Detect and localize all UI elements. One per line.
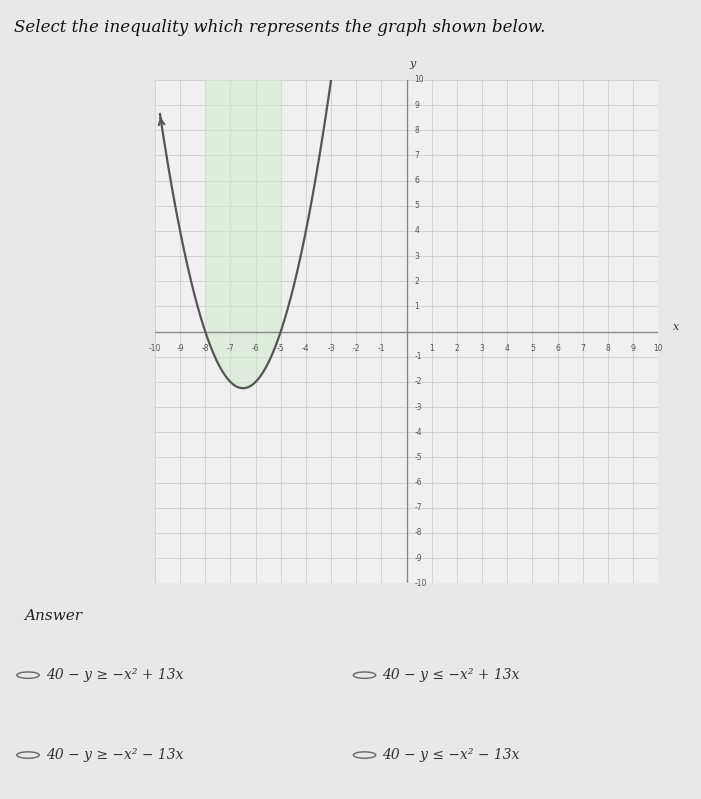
Text: -7: -7: [414, 503, 422, 512]
Text: -3: -3: [327, 344, 335, 353]
Text: 3: 3: [479, 344, 484, 353]
Text: -9: -9: [414, 554, 422, 562]
Text: -7: -7: [226, 344, 234, 353]
Text: -8: -8: [414, 528, 421, 538]
Text: 8: 8: [606, 344, 611, 353]
Text: 40 − y ≤ −x² + 13x: 40 − y ≤ −x² + 13x: [382, 668, 519, 682]
Text: -4: -4: [414, 427, 422, 437]
Text: 6: 6: [555, 344, 560, 353]
Text: 10: 10: [653, 344, 663, 353]
Text: 10: 10: [414, 75, 424, 85]
Text: 40 − y ≥ −x² + 13x: 40 − y ≥ −x² + 13x: [46, 668, 183, 682]
Text: 1: 1: [430, 344, 434, 353]
Text: -1: -1: [414, 352, 421, 361]
Text: 4: 4: [414, 226, 419, 236]
Text: 5: 5: [530, 344, 535, 353]
Text: 9: 9: [414, 101, 419, 109]
Text: y: y: [410, 59, 416, 70]
Text: -1: -1: [378, 344, 385, 353]
Text: 1: 1: [414, 302, 419, 311]
Text: 2: 2: [454, 344, 459, 353]
Text: -2: -2: [414, 377, 421, 387]
Text: x: x: [674, 321, 679, 332]
Text: 40 − y ≥ −x² − 13x: 40 − y ≥ −x² − 13x: [46, 748, 183, 762]
Text: -3: -3: [414, 403, 422, 411]
Text: -6: -6: [414, 478, 422, 487]
Text: -10: -10: [149, 344, 161, 353]
Text: -4: -4: [302, 344, 310, 353]
Text: -9: -9: [176, 344, 184, 353]
Text: 7: 7: [414, 151, 419, 160]
Text: Answer: Answer: [25, 609, 83, 623]
Text: -5: -5: [414, 453, 422, 462]
Text: 6: 6: [414, 176, 419, 185]
Text: Select the inequality which represents the graph shown below.: Select the inequality which represents t…: [14, 19, 545, 36]
Text: -2: -2: [353, 344, 360, 353]
Text: 5: 5: [414, 201, 419, 210]
Text: -8: -8: [201, 344, 209, 353]
Text: -5: -5: [277, 344, 285, 353]
Text: 8: 8: [414, 125, 419, 135]
Text: 2: 2: [414, 276, 419, 286]
Text: -10: -10: [414, 578, 426, 588]
Text: 3: 3: [414, 252, 419, 260]
Text: 4: 4: [505, 344, 510, 353]
Text: -6: -6: [252, 344, 259, 353]
Text: 9: 9: [631, 344, 636, 353]
Text: 7: 7: [580, 344, 585, 353]
Text: 40 − y ≤ −x² − 13x: 40 − y ≤ −x² − 13x: [382, 748, 519, 762]
